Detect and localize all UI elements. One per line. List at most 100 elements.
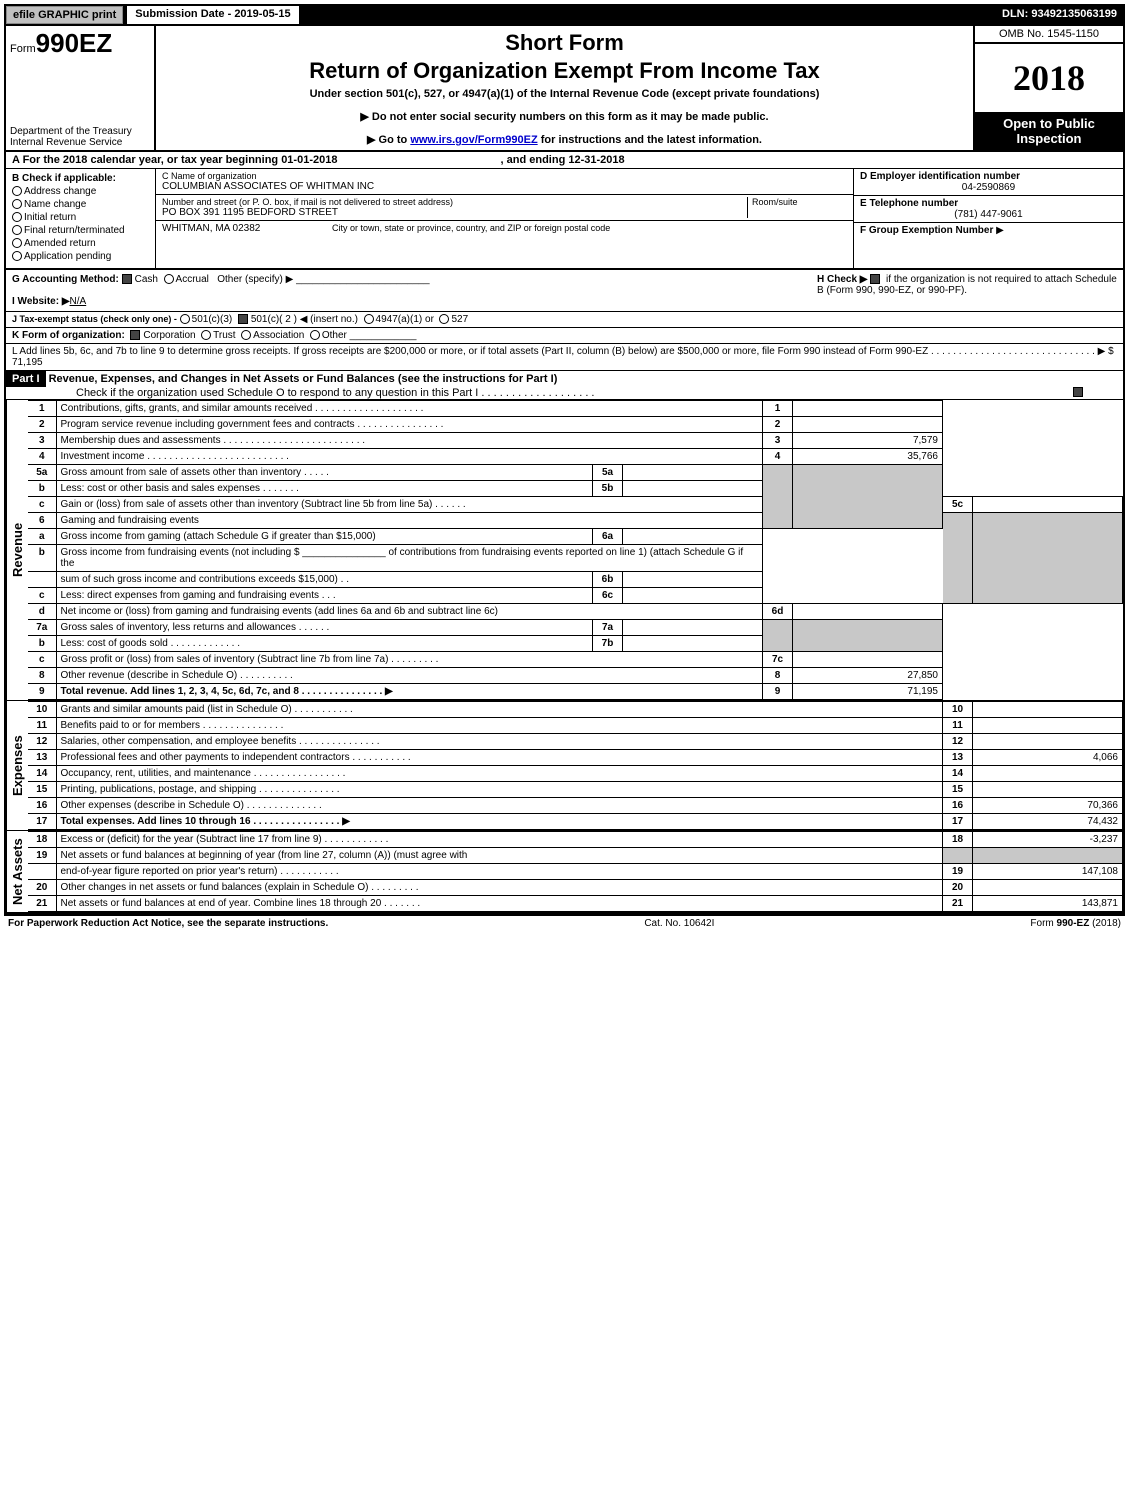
- line-7b-mn: 7b: [593, 636, 623, 652]
- line-19b-desc: end-of-year figure reported on prior yea…: [56, 864, 943, 880]
- line-19-amt: 147,108: [973, 864, 1123, 880]
- instr-goto: ▶ Go to www.irs.gov/Form990EZ for instru…: [160, 133, 969, 146]
- lbl-4947: 4947(a)(1) or: [376, 314, 434, 325]
- footer-right: Form 990-EZ (2018): [1030, 918, 1121, 929]
- row-l: L Add lines 5b, 6c, and 7b to line 9 to …: [6, 344, 1123, 371]
- line-7a-mn: 7a: [593, 620, 623, 636]
- line-21-num: 21: [28, 896, 56, 912]
- line-6b-mv: [623, 572, 763, 588]
- line-6a-mv: [623, 529, 763, 545]
- lbl-address-change: Address change: [24, 186, 96, 197]
- line-6-desc: Gaming and fundraising events: [56, 513, 763, 529]
- line-9-amt: 71,195: [793, 684, 943, 700]
- row-j: J Tax-exempt status (check only one) - 5…: [6, 312, 1123, 328]
- line-15-desc: Printing, publications, postage, and shi…: [56, 782, 943, 798]
- line-7c-rn: 7c: [763, 652, 793, 668]
- lbl-application-pending: Application pending: [24, 251, 111, 262]
- line-5c-amt: [973, 497, 1123, 513]
- line-12-amt: [973, 734, 1123, 750]
- line-6b2-desc: sum of such gross income and contributio…: [56, 572, 593, 588]
- line-6b2-num: [28, 572, 56, 588]
- efile-print-button[interactable]: efile GRAPHIC print: [6, 6, 123, 24]
- col-b-heading: B Check if applicable:: [12, 173, 149, 184]
- chk-501c[interactable]: [238, 314, 248, 324]
- chk-application-pending[interactable]: [12, 251, 22, 261]
- chk-4947[interactable]: [364, 314, 374, 324]
- line-15-amt: [973, 782, 1123, 798]
- line-18-desc: Excess or (deficit) for the year (Subtra…: [56, 832, 943, 848]
- line-7c-amt: [793, 652, 943, 668]
- part1-check-text: Check if the organization used Schedule …: [76, 387, 595, 399]
- line-5a-mv: [623, 465, 763, 481]
- revenue-section: Revenue 1Contributions, gifts, grants, a…: [6, 400, 1123, 701]
- form-number: Form990EZ: [10, 28, 150, 59]
- website-label: I Website: ▶: [12, 296, 70, 307]
- line-21-desc: Net assets or fund balances at end of ye…: [56, 896, 943, 912]
- line-13-amt: 4,066: [973, 750, 1123, 766]
- line-17-amt: 74,432: [973, 814, 1123, 830]
- chk-association[interactable]: [241, 330, 251, 340]
- chk-final-return[interactable]: [12, 225, 22, 235]
- g-label: G Accounting Method:: [12, 274, 119, 285]
- c-label: C Name of organization: [162, 171, 847, 181]
- line-16-num: 16: [28, 798, 56, 814]
- grey-amt-5: [793, 465, 943, 529]
- otp-line2: Inspection: [1016, 131, 1081, 146]
- line-6d-num: d: [28, 604, 56, 620]
- chk-address-change[interactable]: [12, 186, 22, 196]
- footer-mid: Cat. No. 10642I: [644, 918, 714, 929]
- form-header: Form990EZ Department of the Treasury Int…: [6, 26, 1123, 152]
- line-19-rn: 19: [943, 864, 973, 880]
- chk-schedule-b[interactable]: [870, 274, 880, 284]
- chk-other-org[interactable]: [310, 330, 320, 340]
- line-6a-num: a: [28, 529, 56, 545]
- chk-amended-return[interactable]: [12, 238, 22, 248]
- line-7b-mv: [623, 636, 763, 652]
- chk-schedule-o[interactable]: [1073, 387, 1083, 397]
- chk-527[interactable]: [439, 314, 449, 324]
- ein-value: 04-2590869: [860, 182, 1117, 193]
- line-4-num: 4: [28, 449, 56, 465]
- line-15-rn: 15: [943, 782, 973, 798]
- chk-corporation[interactable]: [130, 330, 140, 340]
- chk-initial-return[interactable]: [12, 212, 22, 222]
- chk-trust[interactable]: [201, 330, 211, 340]
- line-9-desc: Total revenue. Add lines 1, 2, 3, 4, 5c,…: [56, 684, 763, 700]
- grey-block-7: [763, 620, 793, 652]
- tax-year: 2018: [975, 44, 1123, 112]
- line-20-desc: Other changes in net assets or fund bala…: [56, 880, 943, 896]
- grey-amt-7: [793, 620, 943, 652]
- chk-cash[interactable]: [122, 274, 132, 284]
- chk-accrual[interactable]: [164, 274, 174, 284]
- chk-name-change[interactable]: [12, 199, 22, 209]
- grey-amt-6: [973, 513, 1123, 604]
- lbl-association: Association: [253, 330, 304, 341]
- irs-link[interactable]: www.irs.gov/Form990EZ: [410, 134, 537, 146]
- line-6c-mn: 6c: [593, 588, 623, 604]
- line-9-num: 9: [28, 684, 56, 700]
- lbl-amended-return: Amended return: [24, 238, 96, 249]
- line-17-desc: Total expenses. Add lines 10 through 16 …: [56, 814, 943, 830]
- k-label: K Form of organization:: [12, 330, 125, 341]
- line-10-rn: 10: [943, 702, 973, 718]
- chk-501c3[interactable]: [180, 314, 190, 324]
- line-8-desc: Other revenue (describe in Schedule O) .…: [56, 668, 763, 684]
- line-12-desc: Salaries, other compensation, and employ…: [56, 734, 943, 750]
- page-footer: For Paperwork Reduction Act Notice, see …: [4, 916, 1125, 931]
- grey-19: [943, 848, 973, 864]
- line-5b-mn: 5b: [593, 481, 623, 497]
- instr-prefix: ▶ Go to: [367, 134, 410, 146]
- line-14-amt: [973, 766, 1123, 782]
- lbl-trust: Trust: [213, 330, 235, 341]
- line-7a-num: 7a: [28, 620, 56, 636]
- dept-treasury: Department of the Treasury: [10, 126, 150, 137]
- lbl-other-method: Other (specify) ▶: [217, 274, 293, 285]
- irs-label: Internal Revenue Service: [10, 137, 150, 148]
- revenue-table: 1Contributions, gifts, grants, and simil…: [28, 400, 1123, 700]
- entity-block: B Check if applicable: Address change Na…: [6, 169, 1123, 270]
- line-20-rn: 20: [943, 880, 973, 896]
- line-1-desc: Contributions, gifts, grants, and simila…: [56, 401, 763, 417]
- part1-title: Revenue, Expenses, and Changes in Net As…: [49, 373, 558, 385]
- line-14-num: 14: [28, 766, 56, 782]
- expenses-side-label: Expenses: [6, 701, 28, 830]
